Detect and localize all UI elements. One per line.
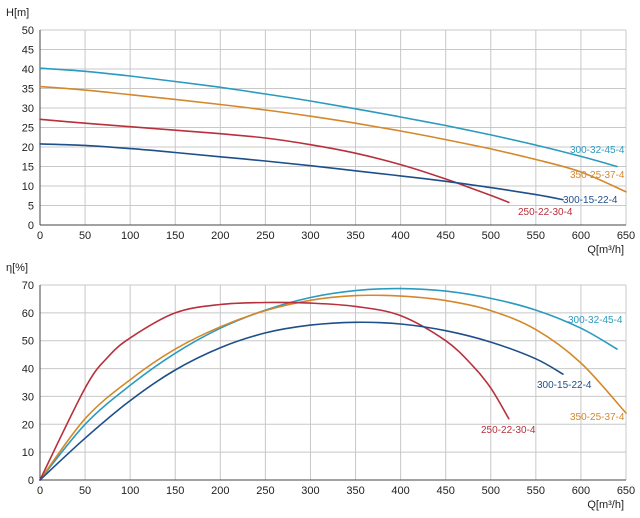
chart-2: 0 50 100 150 200 250 300 350 400 450 500 550 600 650 0… [6, 262, 635, 511]
x-tick-label: 450 [437, 485, 455, 497]
y-tick-label: 40 [22, 364, 34, 376]
x-tick-label: 250 [256, 485, 274, 497]
series-label-300-32-45-4: 300-32-45-4 [568, 315, 623, 326]
y-tick-label: 5 [28, 201, 34, 213]
x-tick-label: 0 [37, 485, 43, 497]
y-tick-label: 35 [22, 84, 34, 96]
x-axis-label: Q[m³/h] [587, 499, 624, 511]
series-line-350-25-37-4 [39, 294, 627, 481]
chart-1: 0 50 100 150 200 250 300 350 400 450 500 550 600 6500… [6, 7, 635, 256]
y-tick-label: 40 [22, 64, 34, 76]
x-tick-label: 550 [527, 230, 545, 242]
x-tick-label: 350 [346, 230, 364, 242]
y-axis-label: η[%] [6, 262, 28, 274]
x-tick-label: 650 [617, 485, 635, 497]
y-tick-label: 30 [22, 103, 34, 115]
x-tick-label: 450 [437, 230, 455, 242]
y-tick-label: 0 [28, 220, 34, 232]
series-label-300-15-22-4: 300-15-22-4 [537, 380, 592, 391]
series-label-350-25-37-4: 350-25-37-4 [570, 412, 625, 423]
series-line-300-32-45-4 [39, 287, 618, 481]
y-tick-label: 45 [22, 45, 34, 57]
x-tick-label: 150 [166, 485, 184, 497]
y-axis-label: H[m] [6, 7, 29, 19]
series-label-350-25-37-4: 350-25-37-4 [570, 170, 625, 181]
series-line-350-25-37-4 [39, 85, 627, 193]
x-tick-label: 650 [617, 230, 635, 242]
x-tick-label: 600 [572, 485, 590, 497]
y-tick-label: 10 [22, 447, 34, 459]
y-tick-label: 20 [22, 142, 34, 154]
y-tick-label: 50 [22, 25, 34, 37]
y-tick-label: 15 [22, 162, 34, 174]
series-line-250-22-30-4 [39, 118, 510, 204]
x-tick-label: 300 [301, 485, 319, 497]
series-label-300-32-45-4: 300-32-45-4 [570, 145, 625, 156]
series-line-300-15-22-4 [39, 143, 564, 201]
y-tick-label: 20 [22, 419, 34, 431]
x-tick-label: 400 [391, 485, 409, 497]
y-tick-label: 0 [28, 475, 34, 487]
x-tick-label: 100 [121, 230, 139, 242]
x-tick-label: 200 [211, 230, 229, 242]
x-tick-label: 100 [121, 485, 139, 497]
x-tick-label: 500 [482, 230, 500, 242]
x-tick-label: 150 [166, 230, 184, 242]
x-axis-label: Q[m³/h] [587, 244, 624, 256]
x-tick-label: 250 [256, 230, 274, 242]
x-tick-label: 550 [527, 485, 545, 497]
x-tick-label: 500 [482, 485, 500, 497]
series-line-250-22-30-4 [39, 301, 510, 481]
y-tick-label: 30 [22, 391, 34, 403]
y-tick-label: 60 [22, 308, 34, 320]
series-label-250-22-30-4: 250-22-30-4 [518, 207, 573, 218]
y-tick-label: 50 [22, 336, 34, 348]
x-tick-label: 0 [37, 230, 43, 242]
x-tick-label: 300 [301, 230, 319, 242]
series-line-300-32-45-4 [39, 67, 618, 168]
x-tick-label: 400 [391, 230, 409, 242]
y-tick-label: 25 [22, 123, 34, 135]
x-tick-label: 200 [211, 485, 229, 497]
y-tick-label: 70 [22, 280, 34, 292]
series-label-250-22-30-4: 250-22-30-4 [481, 425, 536, 436]
y-tick-label: 10 [22, 181, 34, 193]
x-tick-label: 50 [79, 485, 91, 497]
x-tick-label: 350 [346, 485, 364, 497]
x-tick-label: 50 [79, 230, 91, 242]
series-label-300-15-22-4: 300-15-22-4 [563, 195, 618, 206]
x-tick-label: 600 [572, 230, 590, 242]
series-line-300-15-22-4 [39, 321, 564, 481]
